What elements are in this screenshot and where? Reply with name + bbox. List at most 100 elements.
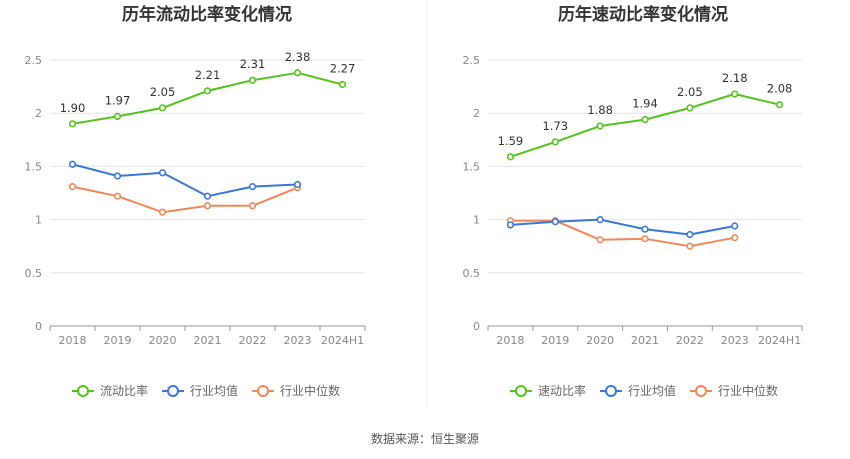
legend-item-avg: 行业均值 [162,383,238,398]
x-tick-label: 2022 [239,334,267,347]
data-point-median [158,208,167,216]
data-label: 1.94 [632,97,658,111]
chart-title: 历年流动比率变化情况 [122,4,292,25]
data-point-main [113,112,122,120]
data-point-median [641,235,649,243]
data-point-median [596,236,604,244]
y-tick-label: 0.5 [25,267,43,280]
data-point-main [731,90,739,98]
chart-title: 历年速动比率变化情况 [558,4,728,25]
data-point-median [68,183,77,191]
data-point-main [641,115,649,124]
series-line-median [72,185,298,214]
data-label: 2.05 [150,85,176,99]
data-point-median [686,242,694,250]
legend-item-main: 流动比率 [72,383,148,398]
data-point-main [686,104,694,112]
legend-marker [695,385,707,397]
legend-item-median: 行业中位数 [690,383,778,398]
x-tick-label: 2018 [59,334,87,347]
data-label: 2.05 [677,85,703,99]
data-label: 1.90 [60,101,86,115]
data-point-main [775,101,784,109]
data-label: 1.97 [105,93,131,107]
data-point-median [203,202,212,210]
x-tick-label: 2020 [149,334,177,347]
data-point-avg [293,180,302,189]
legend-label: 速动比率 [538,383,586,398]
y-tick-label: 0 [473,320,480,333]
y-tick-label: 1 [473,214,480,227]
legend-item-median: 行业中位数 [252,383,340,398]
legend-marker [605,385,617,397]
data-point-main [506,153,515,161]
data-point-main [338,80,347,89]
y-tick-label: 2 [473,107,480,120]
y-tick-label: 1 [35,214,42,227]
x-tick-label: 2021 [631,334,659,347]
data-label: 2.38 [285,50,311,64]
data-point-main [551,138,559,146]
series-line-median [510,219,735,248]
data-point-avg [203,192,212,200]
data-point-main [248,76,257,84]
data-label: 2.27 [330,61,356,75]
chart-panel-current-ratio: 历年流动比率变化情况 0 0.5 1 1.5 2 2.5 2018 2019 2020 2021 20… [25,4,366,398]
data-point-avg [641,225,649,233]
legend-label: 流动比率 [100,383,148,398]
data-point-main [596,122,604,130]
legend-label: 行业均值 [628,383,676,398]
data-point-avg [506,221,515,229]
data-point-main [203,87,212,95]
data-point-avg [248,183,257,191]
data-label: 2.08 [767,82,793,96]
y-tick-label: 2.5 [463,54,481,67]
x-tick-label: 2023 [721,334,749,347]
y-tick-label: 0 [35,320,42,333]
data-point-avg [731,222,739,230]
data-label: 1.73 [542,119,568,133]
x-tick-label: 2024H1 [321,334,364,347]
data-label: 1.88 [587,103,613,117]
y-tick-label: 2.5 [25,54,43,67]
data-point-main [293,69,302,77]
series-line-avg [72,163,298,198]
source-note: 数据来源：恒生聚源 [371,431,479,446]
data-point-main [158,104,167,112]
data-point-avg [596,216,604,224]
data-point-avg [68,160,77,168]
legend-marker [257,385,269,397]
x-tick-label: 2023 [284,334,312,347]
data-point-avg [113,172,122,180]
legend-marker [77,385,89,397]
x-tick-label: 2019 [541,334,569,347]
data-point-median [731,234,739,242]
legend-item-main: 速动比率 [510,383,586,398]
legend-label: 行业中位数 [280,383,340,398]
legend-item-avg: 行业均值 [600,383,676,398]
legend-label: 行业中位数 [718,383,778,398]
legend-label: 行业均值 [190,383,238,398]
legend-marker [167,385,179,397]
series-line-avg [510,218,735,236]
y-tick-label: 1.5 [463,160,481,173]
x-tick-label: 2019 [104,334,132,347]
y-tick-label: 2 [35,107,42,120]
x-tick-label: 2022 [676,334,704,347]
y-tick-label: 0.5 [463,267,481,280]
data-label: 2.31 [240,57,266,71]
x-tick-label: 2018 [496,334,524,347]
data-label: 2.21 [195,68,221,82]
data-label: 2.18 [722,71,748,85]
x-tick-label: 2020 [586,334,614,347]
x-tick-label: 2024H1 [758,334,801,347]
chart-panel-quick-ratio: 历年速动比率变化情况 0 0.5 1 1.5 2 2.5 2018 2019 2020 2021 20… [463,4,803,398]
data-point-median [248,202,257,210]
data-point-avg [158,169,167,177]
x-tick-label: 2021 [194,334,222,347]
data-label: 1.59 [498,134,524,148]
data-point-avg [686,230,694,239]
legend-marker [515,385,527,397]
data-point-main [68,120,77,128]
